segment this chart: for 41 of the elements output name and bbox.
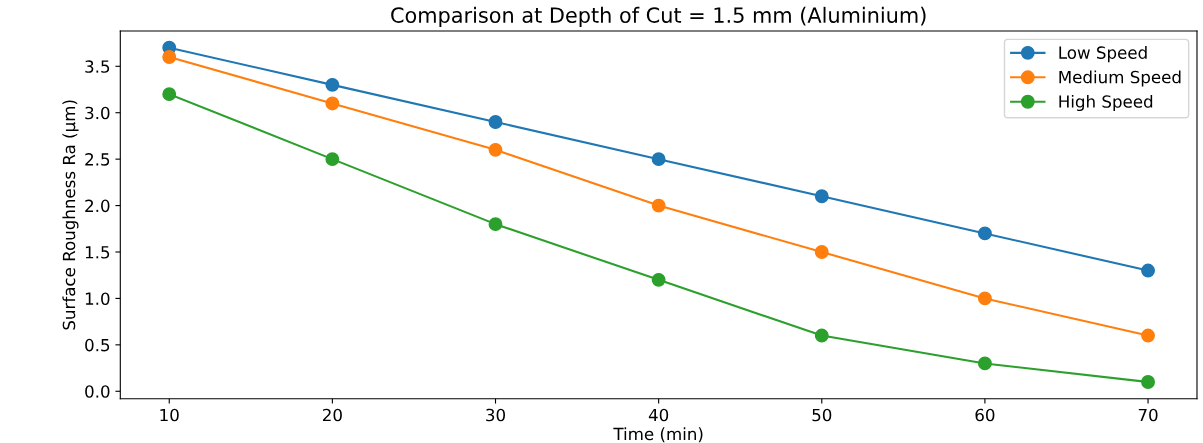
point (488, 142, 503, 157)
point (1141, 328, 1155, 343)
legend-label: Medium Speed (1059, 70, 1181, 87)
y-tick-label: 2.0 (85, 199, 110, 213)
point (651, 272, 666, 287)
point (651, 198, 666, 213)
x-tick-label: 50 (812, 408, 832, 422)
point (488, 115, 503, 129)
point (1141, 375, 1155, 389)
x-tick-label: 40 (648, 408, 669, 422)
y-tick-label: 2.5 (85, 153, 110, 166)
point (488, 217, 503, 232)
y-tick-label: 1.0 (85, 292, 110, 305)
y-tick-label: 1.5 (85, 246, 110, 259)
point (162, 50, 177, 64)
y-axis-title: Surface Roughness Ra (µm) (62, 100, 79, 330)
point (977, 291, 992, 306)
y-tick-label: 0.0 (85, 385, 110, 398)
point (325, 96, 340, 111)
x-axis-title: Time (min) (613, 427, 703, 443)
point (325, 77, 340, 92)
point (977, 356, 992, 371)
x-tick-label: 10 (160, 408, 179, 422)
point (814, 189, 829, 204)
point (814, 328, 829, 343)
x-tick-label: 60 (975, 408, 995, 422)
x-tick-label: 20 (322, 408, 342, 422)
point (1141, 263, 1155, 278)
y-tick-label: 0.5 (85, 338, 110, 352)
point (325, 152, 340, 167)
y-tick-label: 3.5 (85, 60, 110, 73)
x-tick-label: 70 (1138, 408, 1158, 422)
point (814, 245, 829, 259)
legend-label: Low Speed (1059, 46, 1147, 63)
point (651, 152, 666, 167)
point (977, 226, 992, 241)
y-tick-label: 3.0 (85, 106, 110, 120)
legend-label: High Speed (1059, 94, 1153, 112)
chart-title: Comparison at Depth of Cut = 1.5 mm (Aluminium) (391, 6, 926, 28)
x-tick-label: 30 (486, 408, 506, 422)
point (162, 87, 177, 102)
